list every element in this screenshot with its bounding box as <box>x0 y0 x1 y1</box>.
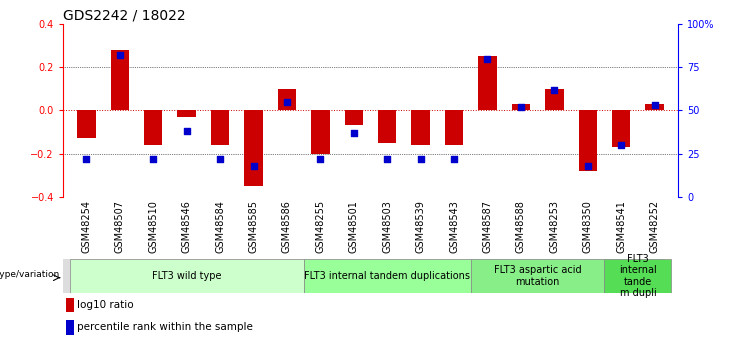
Text: FLT3 internal tandem duplications: FLT3 internal tandem duplications <box>305 271 471 281</box>
Point <box>348 130 359 136</box>
Text: GSM48254: GSM48254 <box>82 200 91 253</box>
Point <box>181 128 193 134</box>
Bar <box>311 110 330 154</box>
Text: GSM48539: GSM48539 <box>416 200 425 253</box>
Text: GSM48510: GSM48510 <box>148 200 159 253</box>
Text: GSM48253: GSM48253 <box>549 200 559 253</box>
Text: GSM48588: GSM48588 <box>516 200 526 253</box>
Point <box>448 156 460 161</box>
Point <box>382 156 393 161</box>
Text: FLT3
internal
tande
m dupli: FLT3 internal tande m dupli <box>619 254 657 298</box>
Bar <box>245 110 263 186</box>
Text: GSM48252: GSM48252 <box>650 200 659 253</box>
Point <box>81 156 93 161</box>
Text: GSM48543: GSM48543 <box>449 200 459 253</box>
Text: GSM48503: GSM48503 <box>382 200 392 253</box>
Bar <box>378 110 396 143</box>
Text: GSM48350: GSM48350 <box>582 200 593 253</box>
Text: GSM48546: GSM48546 <box>182 200 192 253</box>
Bar <box>66 320 74 335</box>
Point <box>415 156 427 161</box>
Point <box>615 142 627 148</box>
Text: log10 ratio: log10 ratio <box>77 300 133 310</box>
Bar <box>445 110 463 145</box>
Text: FLT3 aspartic acid
mutation: FLT3 aspartic acid mutation <box>494 265 582 287</box>
Text: GSM48584: GSM48584 <box>215 200 225 253</box>
Point <box>281 99 293 105</box>
Text: GDS2242 / 18022: GDS2242 / 18022 <box>63 9 185 23</box>
Point <box>482 56 494 61</box>
Point <box>247 163 259 168</box>
Bar <box>110 50 129 110</box>
Point <box>515 104 527 110</box>
Bar <box>512 104 530 110</box>
Text: genotype/variation: genotype/variation <box>0 270 60 279</box>
Bar <box>211 110 229 145</box>
Bar <box>579 110 597 171</box>
Point <box>648 102 660 108</box>
Bar <box>612 110 631 147</box>
Point <box>314 156 326 161</box>
Text: GSM48586: GSM48586 <box>282 200 292 253</box>
Point <box>582 163 594 168</box>
Text: GSM48507: GSM48507 <box>115 200 124 253</box>
Bar <box>70 259 304 293</box>
Bar <box>478 57 496 110</box>
Bar <box>77 110 96 138</box>
Point <box>548 87 560 92</box>
Text: GSM48585: GSM48585 <box>248 200 259 253</box>
Bar <box>66 298 74 312</box>
Text: GSM48501: GSM48501 <box>349 200 359 253</box>
Bar <box>411 110 430 145</box>
Point <box>214 156 226 161</box>
Bar <box>278 89 296 110</box>
Bar <box>645 104 664 110</box>
Bar <box>144 110 162 145</box>
Point <box>114 52 126 58</box>
Text: percentile rank within the sample: percentile rank within the sample <box>77 322 253 332</box>
Bar <box>304 259 471 293</box>
Bar <box>545 89 564 110</box>
Bar <box>345 110 363 126</box>
Text: GSM48255: GSM48255 <box>316 200 325 253</box>
Point <box>147 156 159 161</box>
Bar <box>605 259 671 293</box>
Text: GSM48587: GSM48587 <box>482 200 493 253</box>
Text: FLT3 wild type: FLT3 wild type <box>152 271 222 281</box>
Text: GSM48541: GSM48541 <box>617 200 626 253</box>
Bar <box>177 110 196 117</box>
Bar <box>471 259 605 293</box>
